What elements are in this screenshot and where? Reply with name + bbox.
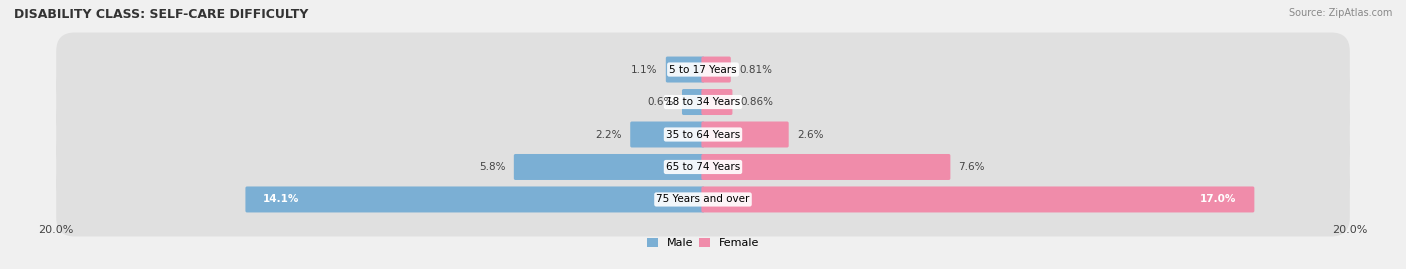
Text: 18 to 34 Years: 18 to 34 Years [666, 97, 740, 107]
FancyBboxPatch shape [702, 89, 733, 115]
FancyBboxPatch shape [56, 65, 1350, 139]
Text: 5.8%: 5.8% [479, 162, 506, 172]
FancyBboxPatch shape [666, 56, 704, 83]
Text: 14.1%: 14.1% [263, 194, 299, 204]
Text: 2.2%: 2.2% [596, 129, 621, 140]
Text: 65 to 74 Years: 65 to 74 Years [666, 162, 740, 172]
FancyBboxPatch shape [682, 89, 704, 115]
FancyBboxPatch shape [702, 186, 1254, 213]
Text: Source: ZipAtlas.com: Source: ZipAtlas.com [1288, 8, 1392, 18]
Legend: Male, Female: Male, Female [643, 233, 763, 253]
FancyBboxPatch shape [702, 122, 789, 147]
FancyBboxPatch shape [246, 186, 704, 213]
FancyBboxPatch shape [56, 97, 1350, 172]
FancyBboxPatch shape [513, 154, 704, 180]
FancyBboxPatch shape [702, 56, 731, 83]
FancyBboxPatch shape [56, 33, 1350, 107]
Text: 5 to 17 Years: 5 to 17 Years [669, 65, 737, 75]
Text: 7.6%: 7.6% [959, 162, 986, 172]
Text: 35 to 64 Years: 35 to 64 Years [666, 129, 740, 140]
Text: 2.6%: 2.6% [797, 129, 824, 140]
FancyBboxPatch shape [56, 130, 1350, 204]
Text: DISABILITY CLASS: SELF-CARE DIFFICULTY: DISABILITY CLASS: SELF-CARE DIFFICULTY [14, 8, 308, 21]
Text: 0.86%: 0.86% [741, 97, 773, 107]
FancyBboxPatch shape [702, 154, 950, 180]
FancyBboxPatch shape [630, 122, 704, 147]
Text: 0.6%: 0.6% [648, 97, 673, 107]
Text: 75 Years and over: 75 Years and over [657, 194, 749, 204]
Text: 17.0%: 17.0% [1201, 194, 1237, 204]
Text: 1.1%: 1.1% [631, 65, 658, 75]
FancyBboxPatch shape [56, 162, 1350, 236]
Text: 0.81%: 0.81% [740, 65, 772, 75]
